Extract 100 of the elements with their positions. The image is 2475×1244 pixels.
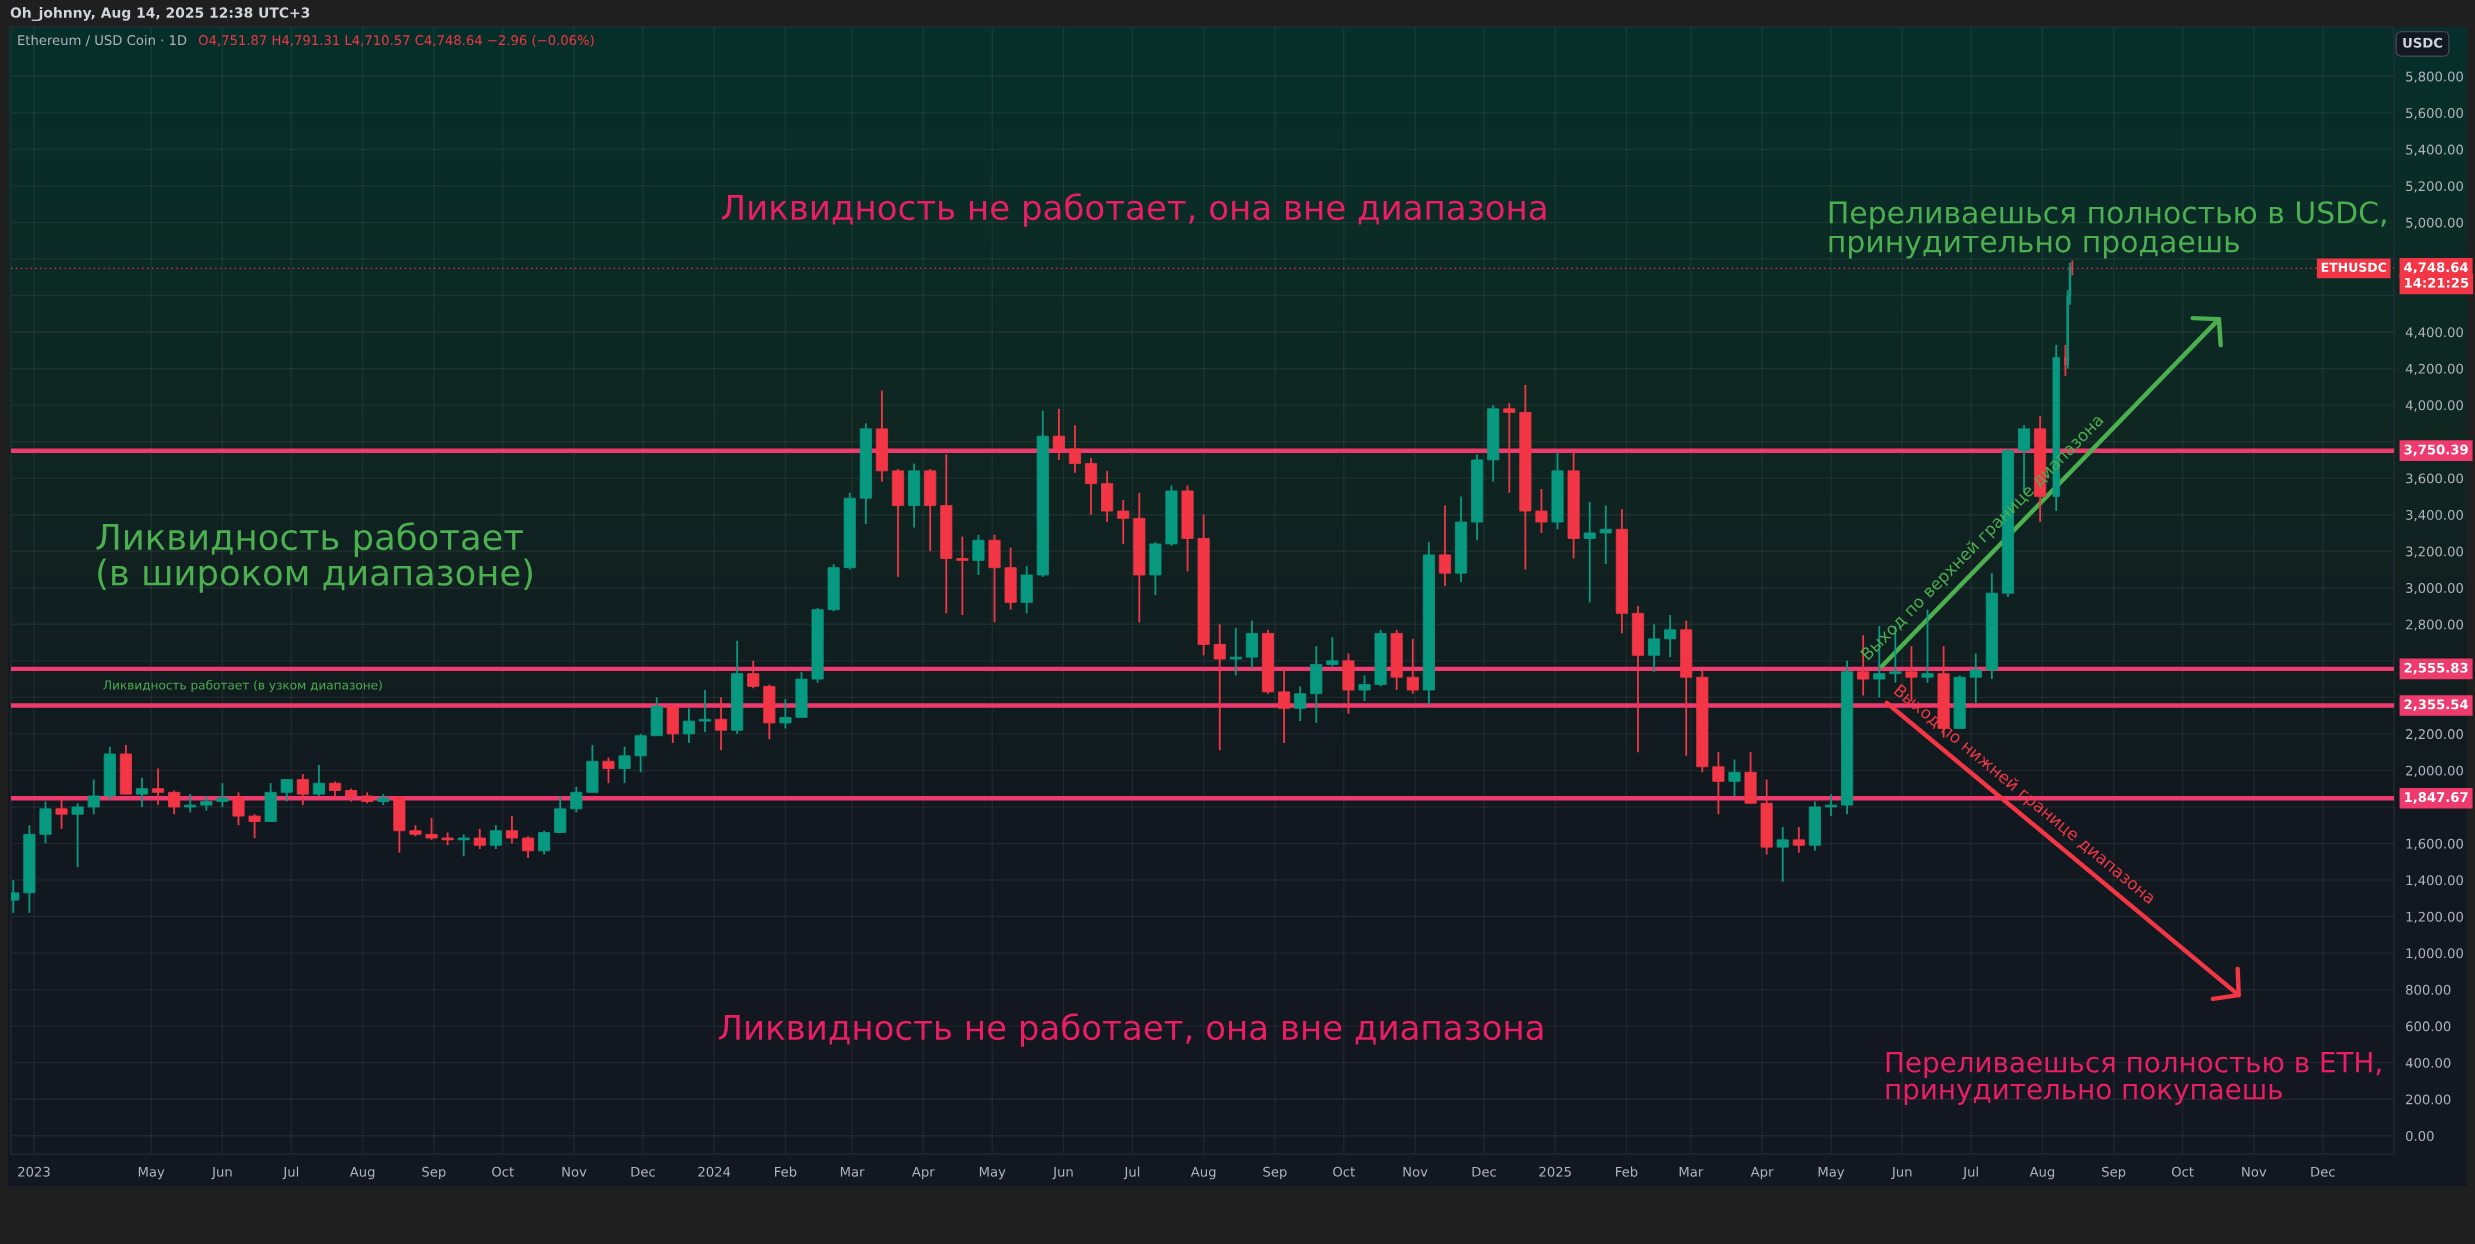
y-tick-label: 1,600.00 — [2406, 838, 2463, 851]
candlestick — [280, 778, 293, 803]
y-tick-label: 5,400.00 — [2406, 144, 2463, 156]
candlestick — [55, 798, 68, 830]
x-tick-label: Dec — [631, 1166, 655, 1177]
y-tick-label: 400.00 — [2405, 1057, 2451, 1068]
candlestick — [747, 659, 760, 690]
x-tick-label: Aug — [1190, 1166, 1216, 1180]
x-tick-label: Oct — [2171, 1166, 2194, 1177]
candlestick — [1969, 652, 1982, 704]
ref-line-label: 2,355.54 — [2404, 699, 2469, 711]
x-tick-label: Nov — [1403, 1166, 1428, 1177]
candlestick — [312, 764, 325, 797]
x-tick-label: Sep — [1263, 1166, 1287, 1180]
y-tick-label: 5,800.00 — [2406, 71, 2463, 83]
x-tick-label: Mar — [840, 1166, 865, 1177]
x-tick-label: Jul — [1962, 1166, 1978, 1180]
x-tick-label: Aug — [349, 1166, 375, 1180]
candlestick — [1213, 623, 1226, 752]
y-tick-label: 800.00 — [2406, 984, 2451, 995]
x-tick-label: Nov — [2242, 1166, 2267, 1177]
candlestick — [1294, 685, 1307, 723]
x-tick-label: Jun — [1052, 1166, 1073, 1180]
y-tick-label: 2,000.00 — [2406, 765, 2463, 777]
candlestick — [425, 817, 438, 841]
ref-line-label: 2,555.83 — [2404, 662, 2468, 675]
y-tick-label: 4,200.00 — [2405, 363, 2463, 376]
candlestick — [71, 802, 84, 869]
candlestick — [489, 824, 502, 850]
candlestick — [602, 756, 615, 785]
candlestick — [1245, 619, 1258, 670]
text: Ethereum / USD Coin · 1D — [18, 34, 187, 47]
x-tick-label: Jun — [1891, 1166, 1912, 1180]
x-tick-label: Jul — [282, 1166, 299, 1180]
y-tick-label: 2,800.00 — [2406, 619, 2463, 631]
candlestick — [505, 815, 519, 845]
candlestick — [87, 778, 100, 816]
x-tick-label: Dec — [1472, 1166, 1496, 1177]
x-tick-label: Sep — [2102, 1166, 2126, 1180]
y-tick-label: 1,000.00 — [2406, 948, 2463, 960]
text: Oh_johnny, Aug 14, 2025 12:38 UTC+3 — [10, 7, 310, 21]
y-tick-label: 5,600.00 — [2406, 108, 2463, 120]
candlestick — [521, 835, 535, 859]
candlestick — [634, 732, 647, 774]
candlestick — [1599, 504, 1612, 565]
y-tick-label: 4,400.00 — [2405, 327, 2463, 339]
y-tick-label: 1,200.00 — [2406, 911, 2463, 924]
candlestick — [1583, 501, 1596, 604]
candlestick — [216, 782, 229, 808]
candlestick — [1229, 627, 1242, 677]
x-tick-label: Sep — [422, 1166, 446, 1180]
candlestick — [1792, 826, 1805, 854]
y-tick-label: 1,400.00 — [2406, 875, 2463, 887]
ref-line-label: 3,750.39 — [2404, 444, 2468, 457]
x-tick-label: Nov — [562, 1166, 587, 1177]
candlestick — [1068, 424, 1082, 474]
y-tick-label: 5,200.00 — [2406, 181, 2463, 193]
candlestick — [473, 827, 486, 850]
candlestick — [1728, 758, 1741, 797]
annotation: Ликвидность работает (в узком диапазоне) — [103, 680, 382, 692]
candlestick — [1358, 674, 1371, 702]
x-tick-label: Apr — [911, 1166, 935, 1180]
x-tick-label: May — [138, 1166, 165, 1180]
x-tick-label: Feb — [1616, 1166, 1638, 1177]
x-tick-label: Oct — [1333, 1166, 1355, 1177]
candlestick — [457, 833, 470, 858]
candlestick — [1664, 614, 1677, 659]
candlestick — [1503, 402, 1516, 494]
candlestick — [1535, 488, 1548, 534]
candlestick — [1117, 499, 1130, 545]
y-tick-label: 5,000.00 — [2406, 217, 2463, 229]
annotation: Переливаешься полностью в ETH, принудительно покупаешь — [1886, 1052, 2381, 1105]
annotation: ETHUSDC — [2321, 262, 2387, 272]
x-tick-label: Jul — [1123, 1166, 1140, 1180]
x-tick-label: May — [1818, 1166, 1845, 1180]
y-tick-label: 3,200.00 — [2406, 546, 2463, 558]
candlestick — [296, 773, 309, 807]
y-tick-label: 600.00 — [2406, 1021, 2451, 1032]
candlestick — [168, 789, 181, 816]
x-tick-label: May — [979, 1166, 1006, 1180]
x-tick-label: Dec — [2311, 1166, 2335, 1177]
candlestick — [956, 535, 969, 617]
y-tick-label: 3,400.00 — [2406, 509, 2463, 522]
candlestick — [1824, 793, 1838, 817]
text: USDC — [2403, 37, 2443, 48]
candlestick — [135, 776, 149, 808]
x-tick-label: Apr — [1750, 1166, 1774, 1180]
candlestick — [184, 793, 197, 814]
text: 14:21:25 — [2405, 277, 2469, 288]
candlestick — [1406, 637, 1419, 695]
candlestick — [1052, 407, 1065, 461]
candlestick — [1776, 826, 1789, 883]
candlestick — [1438, 504, 1451, 587]
candlestick — [715, 696, 728, 752]
x-tick-label: 2025 — [1539, 1166, 1571, 1177]
candlestick — [698, 689, 712, 733]
annotation: Ликвидность не работает, она вне диапазона — [718, 1013, 1543, 1047]
candlestick — [1085, 457, 1098, 516]
x-tick-label: 2023 — [18, 1166, 50, 1177]
annotation: Ликвидность работает (в широком диапазоне) — [96, 522, 532, 593]
